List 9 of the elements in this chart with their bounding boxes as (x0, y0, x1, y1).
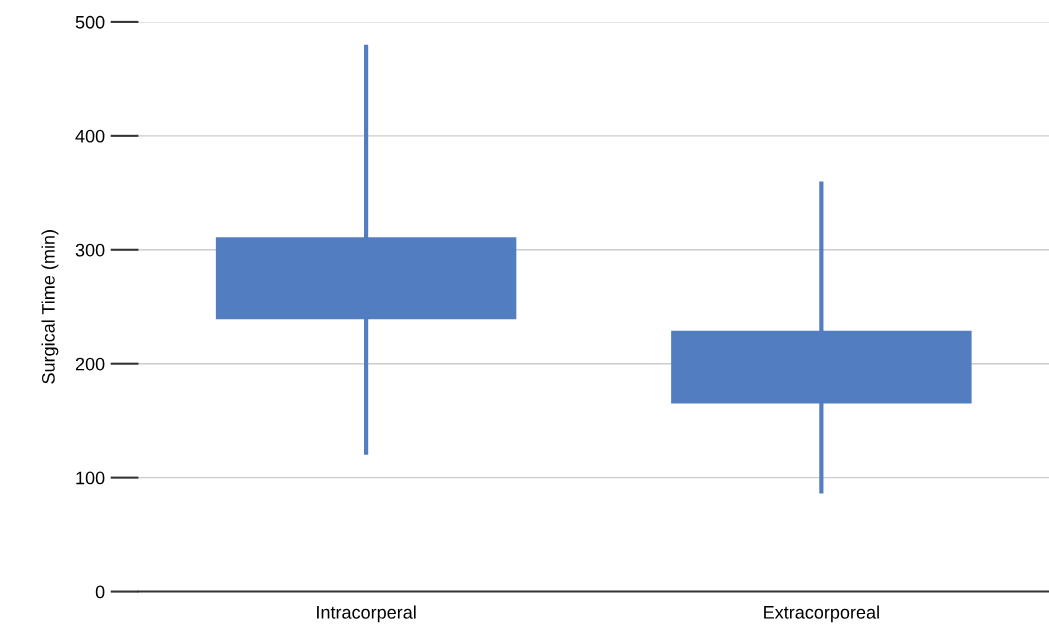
x-tick-label: Intracorperal (317, 605, 416, 623)
x-tick-label: Extracorporeal (764, 605, 879, 623)
y-axis-title: Surgical Time (min) (41, 230, 59, 384)
y-tick-label: 400 (75, 129, 105, 143)
y-tick-label: 0 (95, 585, 105, 599)
y-tick-label: 300 (75, 243, 105, 257)
y-tick-label: 500 (75, 15, 105, 29)
y-tick-label: 200 (75, 357, 105, 371)
y-tick-label: 100 (76, 471, 105, 485)
